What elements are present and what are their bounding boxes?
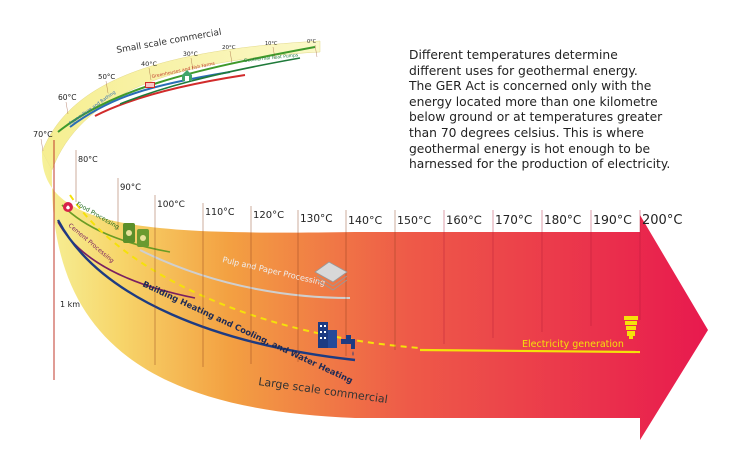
electricity-label: Electricity generation — [522, 339, 624, 350]
temperature-tick — [229, 50, 233, 64]
electricity-line-dashed — [69, 194, 421, 349]
temperature-tick — [148, 67, 152, 81]
large-scale-band — [41, 152, 708, 440]
pulp-line — [139, 249, 351, 299]
temperature-label: 200°C — [642, 213, 682, 228]
small-scale-band — [41, 40, 321, 171]
temperature-label: 120°C — [253, 210, 284, 221]
small-line-blue — [69, 71, 231, 128]
description-line: Different temperatures determine — [409, 48, 618, 62]
upper-temperature-ticks: 0°C 10°C 20°C 30°C 40°C 50°C 60°C 70°C — [33, 39, 318, 152]
temperature-label: 90°C — [120, 183, 141, 193]
temperature-label: 100°C — [157, 200, 185, 210]
temperature-label: 20°C — [222, 45, 236, 51]
temperature-label: 160°C — [446, 213, 482, 227]
temperature-label: 60°C — [58, 93, 77, 102]
depth-marker-label: 1 km — [60, 300, 80, 309]
food-line — [61, 204, 171, 253]
temperature-label: 40°C — [141, 60, 158, 68]
temperature-label: 180°C — [544, 213, 581, 227]
small-line-red — [94, 74, 246, 117]
temperature-label: 130°C — [300, 213, 333, 225]
description-line: different uses for geothermal energy. — [409, 63, 638, 78]
temperature-label: 140°C — [348, 214, 382, 227]
temperature-tick — [272, 46, 276, 60]
fire-icon — [63, 202, 73, 212]
temperature-tick — [105, 80, 109, 94]
temperature-label: 170°C — [495, 213, 532, 227]
small-scale-label: Small scale commercial — [116, 28, 223, 56]
temperature-label: 30°C — [183, 51, 198, 58]
description-line: The GER Act is concerned only with the — [409, 79, 652, 94]
temperature-tick — [40, 138, 44, 152]
lightbulb-icon — [624, 316, 638, 339]
temperature-tick — [190, 57, 194, 71]
description-line: harnessed for the production of electric… — [409, 157, 671, 172]
geothermal-heat-pumps-label: Geothermal heat Pumps — [244, 52, 300, 64]
temperature-label: 150°C — [397, 214, 431, 227]
temperature-label: 50°C — [98, 73, 115, 81]
description-text: Different temperatures determine differe… — [409, 48, 709, 173]
heating-line — [56, 219, 356, 362]
description-line: geothermal energy is hot enough to be — [409, 141, 651, 156]
food-jars-icon — [123, 223, 149, 247]
buildings-icon — [318, 322, 337, 348]
lower-temperature-ticks: 80°C 90°C 100°C 110°C 120°C 130°C 140°C 150°C 16… — [75, 150, 682, 367]
water-tap-icon — [341, 335, 355, 356]
electricity-line — [419, 348, 641, 354]
temperature-label: 80°C — [78, 155, 98, 164]
temperature-label: 0°C — [307, 39, 317, 45]
greenhouse-icon — [145, 82, 155, 88]
temperature-label: 110°C — [205, 207, 235, 218]
temperature-tick — [65, 101, 69, 115]
temperature-label: 70°C — [33, 130, 53, 139]
small-line-green — [57, 46, 316, 133]
temperature-label: 10°C — [265, 41, 278, 47]
description-line: below ground or at temperatures greater — [409, 110, 663, 125]
temperature-tick — [314, 44, 318, 58]
description-line: energy located more than one kilometre — [409, 94, 658, 109]
temperature-label: 190°C — [593, 212, 632, 227]
house-icon — [182, 70, 192, 81]
description-line: than 70 degrees celsius. This is where — [409, 125, 644, 140]
paper-stack-icon — [314, 261, 348, 291]
